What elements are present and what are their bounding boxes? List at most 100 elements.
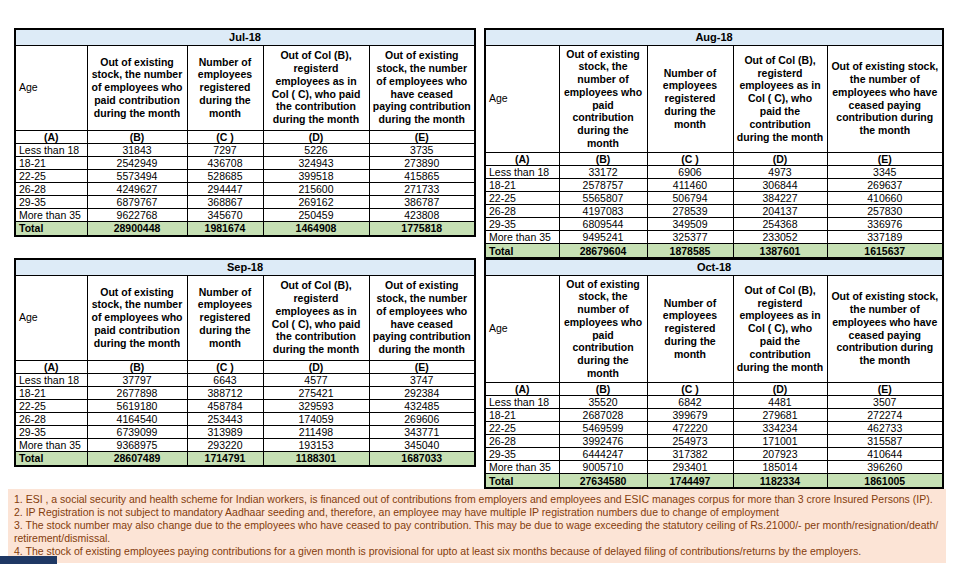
age-label: More than 35 xyxy=(15,208,87,221)
age-label: 29-35 xyxy=(485,447,559,460)
col-letter: (B) xyxy=(559,382,647,395)
col-header-age: Age xyxy=(15,45,87,130)
value-cell: 7297 xyxy=(187,143,263,156)
table-row: More than 359622768345670250459423808 xyxy=(15,208,475,221)
column-header-row: AgeOut of existing stock, the number of … xyxy=(485,45,943,152)
total-row: Total28679604187858513876011615637 xyxy=(485,243,943,258)
value-cell: 337189 xyxy=(827,230,943,243)
value-cell: 6809544 xyxy=(559,217,647,230)
col-header-registered: Number of employees registered during th… xyxy=(647,275,733,382)
col-header-registered: Number of employees registered during th… xyxy=(187,275,263,360)
month-header-row: Aug-18 xyxy=(485,29,943,45)
table-row: 29-356739099313989211498343771 xyxy=(15,425,475,438)
table-row: 22-255469599472220334234462733 xyxy=(485,421,943,434)
month-header-row: Oct-18 xyxy=(485,259,943,275)
table-row: 18-212687028399679279681272274 xyxy=(485,408,943,421)
value-cell: 3345 xyxy=(827,165,943,178)
value-cell: 317382 xyxy=(647,447,733,460)
value-cell: 269606 xyxy=(369,412,475,425)
table-row: More than 359005710293401185014396260 xyxy=(485,460,943,473)
table-row: 26-284164540253443174059269606 xyxy=(15,412,475,425)
total-value-cell: 1775818 xyxy=(369,221,475,236)
col-letter: (C ) xyxy=(647,152,733,165)
value-cell: 193153 xyxy=(263,438,369,451)
total-row: Total28607489171479111883011687033 xyxy=(15,451,475,466)
column-header-row: AgeOut of existing stock, the number of … xyxy=(15,45,475,130)
value-cell: 399518 xyxy=(263,169,369,182)
column-header-row: AgeOut of existing stock, the number of … xyxy=(485,275,943,382)
value-cell: 250459 xyxy=(263,208,369,221)
value-cell: 293401 xyxy=(647,460,733,473)
value-cell: 9622768 xyxy=(87,208,187,221)
month-table-sep: Sep-18AgeOut of existing stock, the numb… xyxy=(14,258,476,467)
value-cell: 345040 xyxy=(369,438,475,451)
age-label: 22-25 xyxy=(485,421,559,434)
value-cell: 410660 xyxy=(827,191,943,204)
total-value-cell: 1714791 xyxy=(187,451,263,466)
value-cell: 325377 xyxy=(647,230,733,243)
value-cell: 293220 xyxy=(187,438,263,451)
value-cell: 5469599 xyxy=(559,421,647,434)
value-cell: 2677898 xyxy=(87,386,187,399)
table-row: 29-356444247317382207923410644 xyxy=(485,447,943,460)
value-cell: 436708 xyxy=(187,156,263,169)
value-cell: 185014 xyxy=(733,460,827,473)
age-label: 29-35 xyxy=(485,217,559,230)
value-cell: 396260 xyxy=(827,460,943,473)
col-header-registered-paid: Out of Col (B), registerd employees as i… xyxy=(733,45,827,152)
value-cell: 349509 xyxy=(647,217,733,230)
age-label: More than 35 xyxy=(15,438,87,451)
value-cell: 269162 xyxy=(263,195,369,208)
table-row: 22-255565807506794384227410660 xyxy=(485,191,943,204)
age-label: 26-28 xyxy=(15,412,87,425)
value-cell: 410644 xyxy=(827,447,943,460)
age-label: 22-25 xyxy=(15,399,87,412)
total-value-cell: 1981674 xyxy=(187,221,263,236)
month-header-row: Sep-18 xyxy=(15,259,475,275)
col-header-paid-contribution: Out of existing stock, the number of emp… xyxy=(559,45,647,152)
value-cell: 171001 xyxy=(733,434,827,447)
col-header-registered: Number of employees registered during th… xyxy=(187,45,263,130)
footnote-3: 3. The stock number may also change due … xyxy=(14,519,940,545)
col-letter: (B) xyxy=(559,152,647,165)
footnotes: 1. ESI , a social security and health sc… xyxy=(8,489,946,563)
value-cell: 4249627 xyxy=(87,182,187,195)
age-label: 18-21 xyxy=(15,386,87,399)
total-value-cell: 28607489 xyxy=(87,451,187,466)
value-cell: 37797 xyxy=(87,373,187,386)
age-label: Less than 18 xyxy=(485,395,559,408)
col-letter: (E) xyxy=(827,382,943,395)
value-cell: 458784 xyxy=(187,399,263,412)
col-letter: (B) xyxy=(87,360,187,373)
sheet-tab-stub[interactable] xyxy=(0,556,57,564)
value-cell: 324943 xyxy=(263,156,369,169)
table-row: Less than 1835520684244813507 xyxy=(485,395,943,408)
age-label: 29-35 xyxy=(15,425,87,438)
value-cell: 384227 xyxy=(733,191,827,204)
col-letter: (E) xyxy=(369,360,475,373)
month-table-aug: Aug-18AgeOut of existing stock, the numb… xyxy=(484,28,944,259)
month-table-jul: Jul-18AgeOut of existing stock, the numb… xyxy=(14,28,476,237)
value-cell: 211498 xyxy=(263,425,369,438)
table-row: 22-255619180458784329593432485 xyxy=(15,399,475,412)
col-letter: (C ) xyxy=(187,360,263,373)
value-cell: 254368 xyxy=(733,217,827,230)
table-row: 26-284249627294447215600271733 xyxy=(15,182,475,195)
value-cell: 2578757 xyxy=(559,178,647,191)
total-label: Total xyxy=(485,473,559,488)
table-row: Less than 1831843729752263735 xyxy=(15,143,475,156)
age-label: 18-21 xyxy=(15,156,87,169)
column-letter-row: (A)(B)(C )(D)(E) xyxy=(15,130,475,143)
col-header-ceased-paying: Out of existing stock, the number of emp… xyxy=(369,275,475,360)
age-label: Less than 18 xyxy=(15,143,87,156)
table-row: 18-212677898388712275421292384 xyxy=(15,386,475,399)
value-cell: 334234 xyxy=(733,421,827,434)
table-row: 29-356879767368867269162386787 xyxy=(15,195,475,208)
col-letter: (B) xyxy=(87,130,187,143)
value-cell: 528685 xyxy=(187,169,263,182)
value-cell: 345670 xyxy=(187,208,263,221)
month-title: Sep-18 xyxy=(15,259,475,275)
total-value-cell: 1464908 xyxy=(263,221,369,236)
total-label: Total xyxy=(485,243,559,258)
value-cell: 6739099 xyxy=(87,425,187,438)
